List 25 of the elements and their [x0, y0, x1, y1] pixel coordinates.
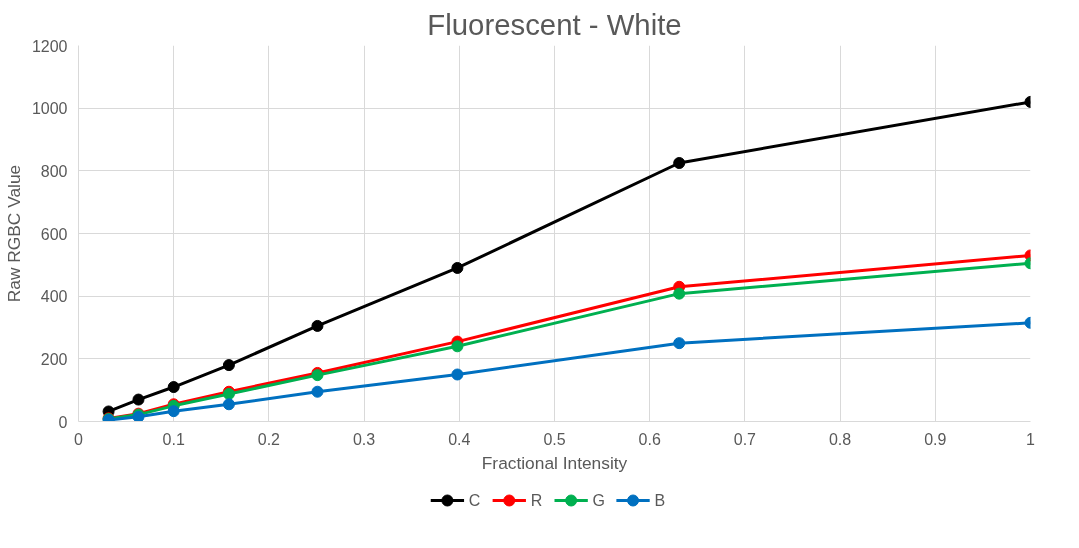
- legend-label: B: [654, 492, 666, 509]
- x-tick-label: 0: [74, 430, 84, 448]
- legend-label: C: [468, 492, 481, 509]
- x-tick-label: 0.5: [543, 430, 566, 448]
- x-tick-label: 0.7: [733, 430, 757, 448]
- y-tick-label: 200: [40, 350, 68, 368]
- x-tick-label: 0.1: [162, 430, 185, 448]
- y-tick-label: 800: [40, 162, 68, 180]
- y-tick-label: 1000: [31, 100, 68, 118]
- chart-title: Fluorescent - White: [427, 7, 682, 41]
- y-tick-label: 1200: [31, 37, 68, 55]
- y-axis-title: Raw RGBC Value: [3, 164, 24, 303]
- x-tick-label: 0.8: [828, 430, 852, 448]
- y-tick-label: 0: [58, 413, 68, 431]
- x-tick-label: 0.6: [638, 430, 661, 448]
- x-tick-label: 0.3: [352, 430, 376, 448]
- x-tick-label: 0.4: [448, 430, 471, 448]
- y-tick-label: 400: [40, 288, 68, 306]
- legend-label: G: [592, 492, 606, 509]
- x-tick-label: 1: [1026, 430, 1036, 448]
- legend-label: R: [530, 492, 543, 509]
- y-tick-label: 600: [40, 225, 68, 243]
- x-tick-label: 0.9: [924, 430, 947, 448]
- x-tick-label: 0.2: [257, 430, 281, 448]
- x-axis-title: Fractional Intensity: [481, 452, 628, 473]
